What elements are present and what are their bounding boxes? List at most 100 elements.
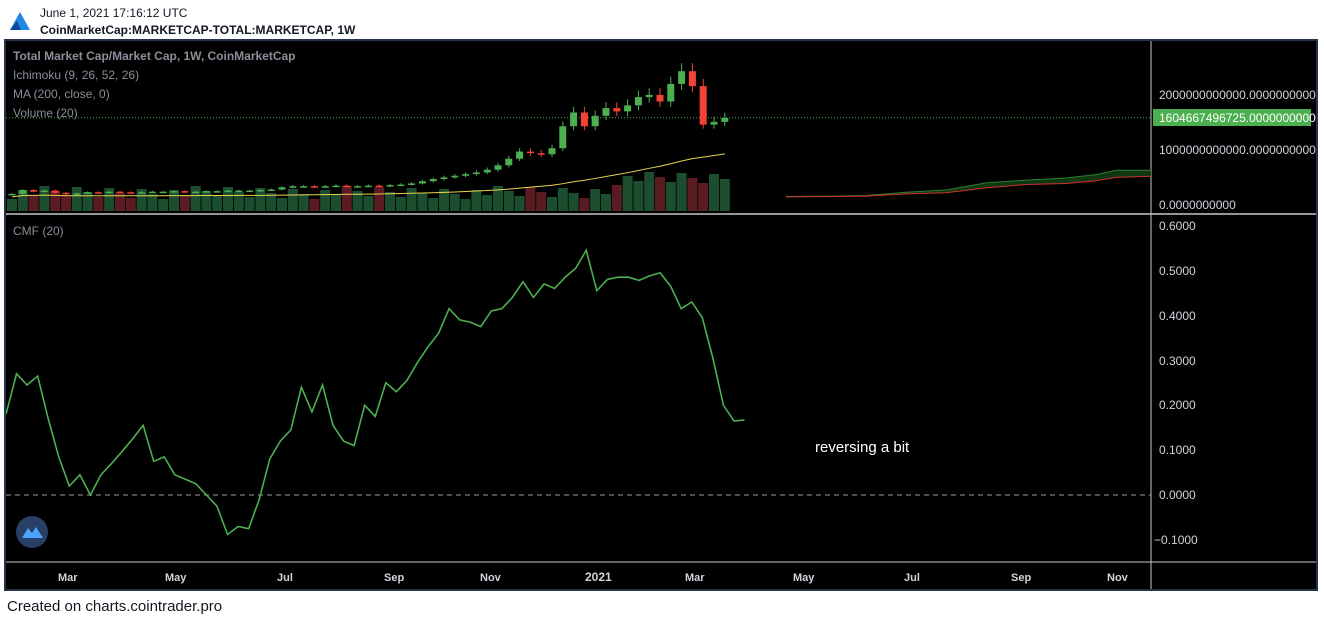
candle — [472, 172, 480, 175]
candle — [267, 189, 275, 191]
candle — [667, 83, 675, 102]
ichimoku-span-a — [785, 169, 1151, 197]
chart-canvas[interactable]: Total Market Cap/Market Cap, 1W, CoinMar… — [5, 41, 1316, 589]
candle — [235, 190, 243, 193]
candle — [591, 115, 599, 127]
ma-legend: MA (200, close, 0) — [13, 87, 110, 101]
time-axis-label: Sep — [384, 572, 404, 584]
cmf-axis-label: 0.1000 — [1159, 443, 1196, 457]
price-pane[interactable] — [6, 63, 1152, 211]
volume-bar — [374, 187, 385, 211]
time-axis-label: Nov — [480, 572, 502, 584]
volume-bar — [395, 197, 406, 211]
volume-bar — [255, 188, 266, 211]
price-axis-label: 1000000000000.0000000000 — [1159, 143, 1316, 157]
price-axis-label: 0.0000000000 — [1159, 198, 1236, 212]
candle — [418, 181, 426, 184]
volume-bar — [557, 188, 568, 211]
candle — [30, 190, 38, 192]
volume-bar — [719, 179, 730, 211]
candle — [40, 190, 48, 193]
candle — [548, 148, 556, 155]
ichimoku-cloud — [786, 170, 1151, 197]
candle — [84, 192, 92, 194]
volume-bar — [28, 195, 39, 211]
volume-bar — [460, 199, 471, 211]
last-price-tag — [1153, 109, 1311, 126]
main-legend-title: Total Market Cap/Market Cap, 1W, CoinMar… — [13, 49, 296, 63]
volume-bar — [266, 193, 277, 211]
candle — [300, 186, 308, 188]
last-price-label: 1604667496725.0000000000 — [1159, 111, 1316, 125]
candle — [386, 185, 394, 187]
time-axis-label: Jul — [904, 572, 920, 584]
volume-bar — [17, 190, 28, 211]
cointrader-badge[interactable] — [16, 516, 48, 548]
volume-bar — [352, 191, 363, 211]
candle — [332, 185, 340, 188]
volume-bar — [503, 191, 514, 211]
volume-bar — [71, 187, 82, 211]
volume-bar — [665, 182, 676, 211]
volume-bar — [590, 189, 601, 211]
volume-bar — [471, 190, 482, 211]
footer-credit: Created on charts.cointrader.pro — [7, 598, 223, 615]
candle — [94, 192, 102, 194]
time-axis-label: May — [793, 572, 815, 584]
candle — [116, 191, 124, 194]
candle — [688, 71, 696, 87]
volume-bar — [633, 181, 644, 211]
volume-bar — [50, 191, 61, 211]
candle — [127, 192, 135, 194]
candle — [321, 186, 329, 188]
candle — [526, 151, 534, 154]
candle — [505, 158, 513, 166]
candle — [645, 94, 653, 98]
candle — [440, 177, 448, 180]
candle — [559, 126, 567, 149]
volume-bar — [655, 177, 665, 211]
time-axis-label: 2021 — [585, 570, 612, 584]
ichimoku-span-b — [785, 175, 1152, 198]
candle — [483, 169, 491, 173]
volume-bar — [676, 173, 687, 211]
volume-bar — [39, 186, 50, 211]
candle — [699, 86, 707, 125]
cmf-axis-label: 0.4000 — [1159, 309, 1196, 323]
candle — [310, 186, 318, 188]
candle — [73, 193, 81, 195]
time-axis-label: May — [165, 572, 187, 584]
volume-bar — [482, 195, 493, 211]
volume-bar — [7, 199, 17, 211]
candle — [354, 186, 362, 188]
candle — [656, 94, 664, 102]
candle — [375, 185, 383, 188]
volume-bar — [493, 186, 503, 211]
candle — [202, 191, 210, 193]
volume-bar — [115, 193, 125, 211]
volume-bar — [93, 197, 104, 211]
volume-bar — [223, 187, 233, 211]
volume-bar — [709, 174, 719, 211]
candle — [537, 153, 545, 155]
candle — [278, 187, 286, 190]
volume-bar — [158, 199, 169, 211]
candle — [602, 108, 610, 116]
candle — [8, 193, 16, 196]
volume-bar — [82, 192, 93, 211]
cmf-pane[interactable] — [5, 248, 1151, 536]
candle — [224, 190, 232, 193]
snapshot-timestamp: June 1, 2021 17:16:12 UTC — [40, 6, 188, 20]
cmf-axis-label: 0.0000 — [1159, 488, 1196, 502]
candle — [580, 112, 588, 127]
candle — [613, 108, 621, 112]
volume-bar — [341, 186, 352, 211]
volume-bar — [579, 198, 590, 211]
cmf-axis-label: 0.5000 — [1159, 264, 1196, 278]
cmf-axis-label: 0.3000 — [1159, 354, 1196, 368]
volume-bar — [179, 195, 190, 211]
volume-bar — [385, 192, 395, 211]
candle — [170, 191, 178, 193]
cmf-line — [5, 248, 745, 536]
candle — [397, 184, 405, 187]
